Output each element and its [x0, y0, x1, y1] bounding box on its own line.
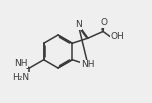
Text: N: N — [75, 20, 82, 29]
Text: NH: NH — [14, 59, 28, 68]
Text: NH: NH — [81, 60, 94, 69]
Text: H₂N: H₂N — [12, 73, 29, 82]
Text: O: O — [100, 18, 107, 27]
Text: OH: OH — [111, 32, 125, 41]
